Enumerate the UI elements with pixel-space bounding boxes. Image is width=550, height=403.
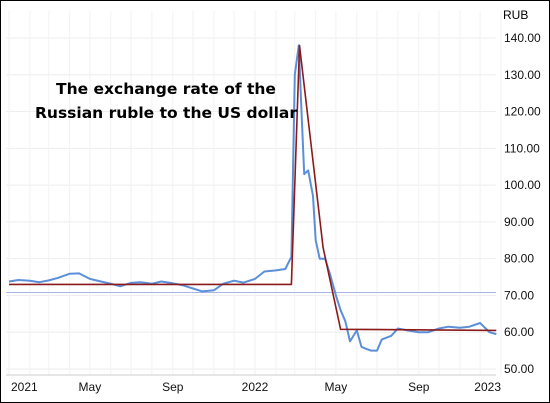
y-tick-label: 100.00 [504,178,541,192]
y-tick-label: 140.00 [504,31,541,45]
trend-line [9,44,497,332]
y-tick-label: 90.00 [504,215,534,229]
x-tick-label: Sep [408,380,430,394]
y-tick-label: 120.00 [504,105,541,119]
x-tick-label: 2023 [474,380,501,394]
x-tick-label: May [325,380,348,394]
x-tick-label: May [79,380,102,394]
y-axis-unit-label: RUB [503,8,529,22]
y-tick-label: 50.00 [504,362,534,376]
x-tick-label: 2021 [11,380,38,394]
y-tick-label: 110.00 [504,141,540,155]
y-tick-label: 80.00 [504,252,534,266]
y-tick-label: 60.00 [504,325,534,339]
y-tick-label: 70.00 [504,288,534,302]
chart-title: The exchange rate of the Russian ruble t… [31,77,301,125]
chart-title-line-1: The exchange rate of the [56,80,276,98]
x-tick-label: Sep [162,380,184,394]
chart-title-line-2: Russian ruble to the US dollar [34,104,298,122]
x-tick-label: 2022 [242,380,269,394]
y-tick-label: 130.00 [504,68,541,82]
